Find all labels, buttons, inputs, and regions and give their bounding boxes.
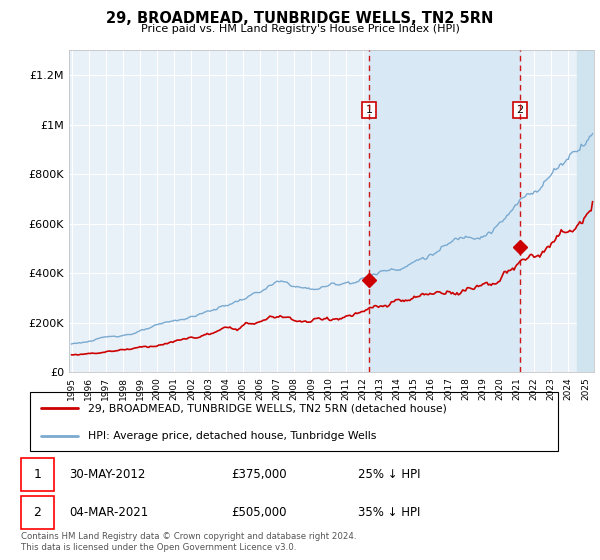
Text: 2: 2	[516, 105, 523, 115]
Text: £505,000: £505,000	[231, 506, 286, 519]
Text: 29, BROADMEAD, TUNBRIDGE WELLS, TN2 5RN: 29, BROADMEAD, TUNBRIDGE WELLS, TN2 5RN	[106, 11, 494, 26]
Text: Price paid vs. HM Land Registry's House Price Index (HPI): Price paid vs. HM Land Registry's House …	[140, 24, 460, 34]
Text: HPI: Average price, detached house, Tunbridge Wells: HPI: Average price, detached house, Tunb…	[88, 431, 376, 441]
Text: £375,000: £375,000	[231, 468, 287, 481]
Text: 29, BROADMEAD, TUNBRIDGE WELLS, TN2 5RN (detached house): 29, BROADMEAD, TUNBRIDGE WELLS, TN2 5RN …	[88, 403, 447, 413]
Bar	[369, 50, 520, 372]
Bar	[577, 50, 596, 372]
Text: 2: 2	[34, 506, 41, 519]
Text: Contains HM Land Registry data © Crown copyright and database right 2024.
This d: Contains HM Land Registry data © Crown c…	[21, 532, 356, 552]
Text: 1: 1	[365, 105, 373, 115]
Text: 04-MAR-2021: 04-MAR-2021	[70, 506, 149, 519]
Text: 35% ↓ HPI: 35% ↓ HPI	[358, 506, 420, 519]
Text: 25% ↓ HPI: 25% ↓ HPI	[358, 468, 420, 481]
Text: 1: 1	[34, 468, 41, 481]
Text: 30-MAY-2012: 30-MAY-2012	[70, 468, 146, 481]
